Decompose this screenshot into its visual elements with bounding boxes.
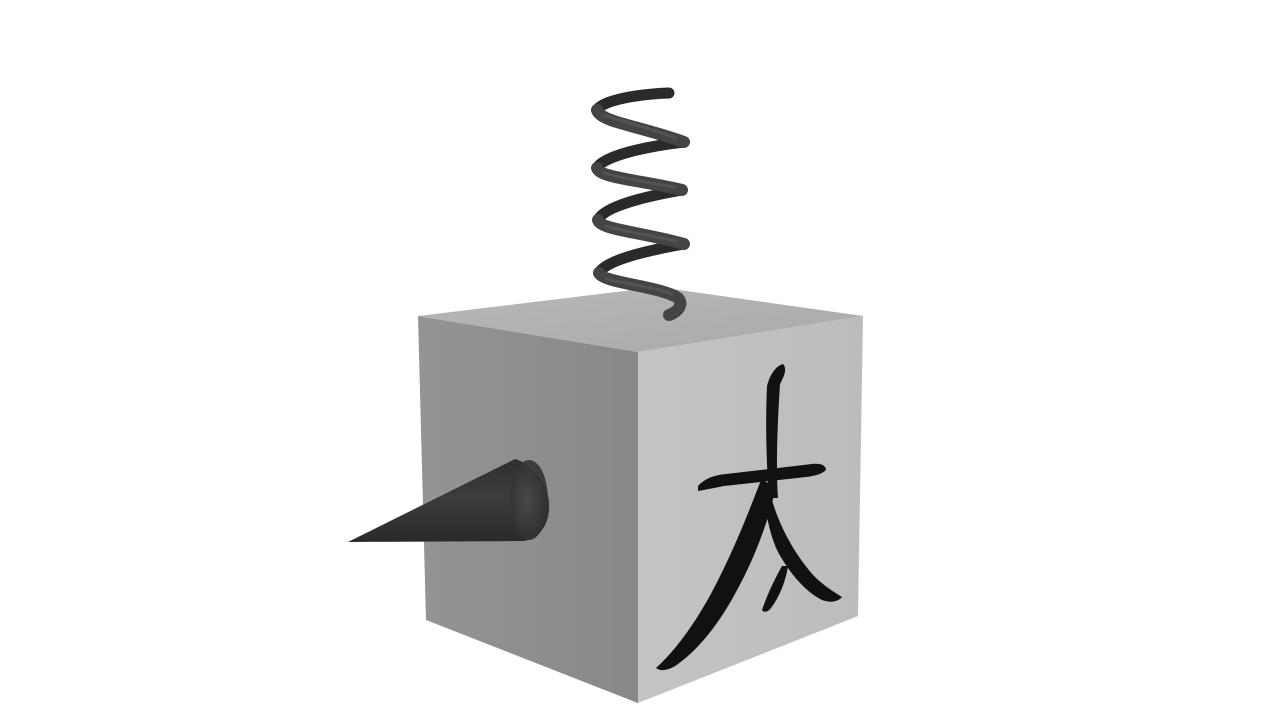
cube-top-face <box>418 287 863 352</box>
spring-coil-icon <box>591 87 690 321</box>
cone-spike-icon <box>348 459 550 542</box>
cjk-glyph-icon <box>656 364 842 671</box>
